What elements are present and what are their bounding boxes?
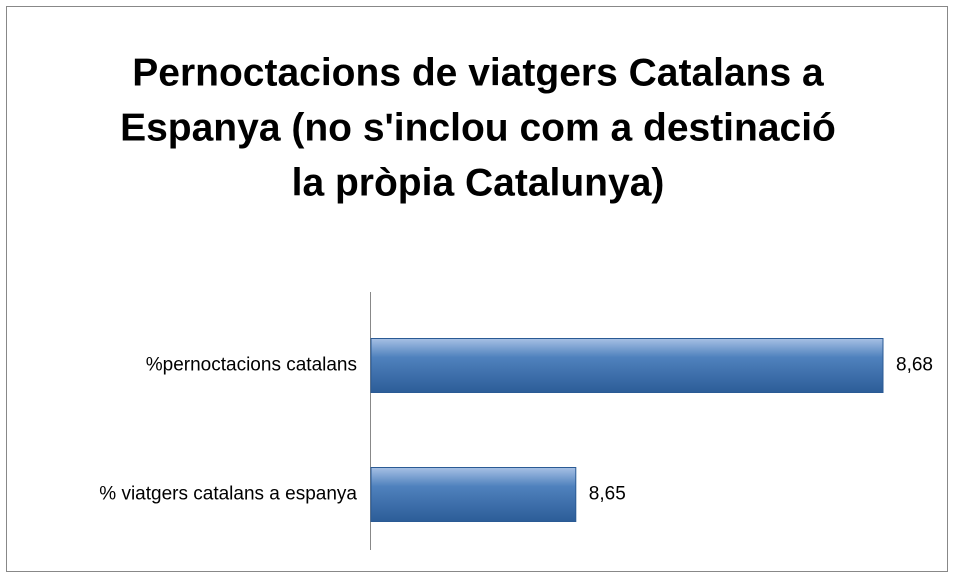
chart-title: Pernoctacions de viatgers Catalans a xyxy=(132,51,824,94)
y-tick-label: %pernoctacions catalans xyxy=(146,355,357,376)
data-label: 8,68 xyxy=(896,355,933,376)
chart-title: Espanya (no s'inclou com a destinació xyxy=(120,106,836,149)
bar xyxy=(370,338,884,393)
data-label: 8,65 xyxy=(589,484,626,505)
y-tick-label: % viatgers catalans a espanya xyxy=(99,484,357,505)
bar xyxy=(370,467,577,522)
chart-title: la pròpia Catalunya) xyxy=(292,161,665,204)
